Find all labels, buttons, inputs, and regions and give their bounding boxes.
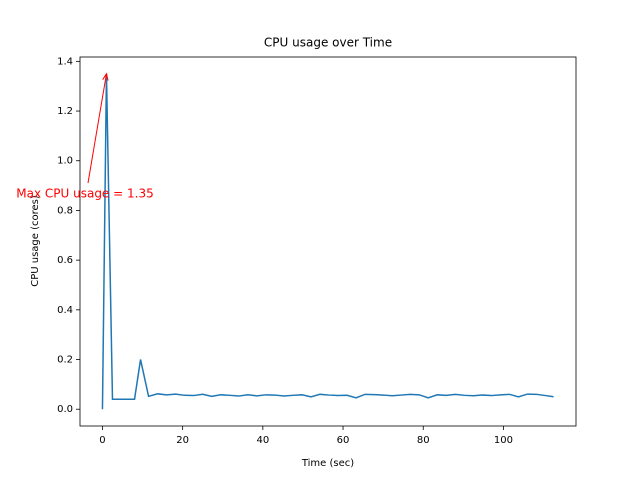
y-tick-label: 0.0 <box>57 404 73 415</box>
plot-frame <box>79 56 577 427</box>
y-tick-label: 0.8 <box>57 205 73 216</box>
x-axis-label: Time (sec) <box>301 458 354 469</box>
annotation-arrowhead <box>102 72 109 81</box>
x-tick-label: 0 <box>99 435 105 446</box>
y-tick-label: 0.6 <box>57 255 73 266</box>
y-tick-label: 1.4 <box>57 56 73 67</box>
y-axis-label: CPU usage (cores) <box>30 195 41 287</box>
x-tick-label: 20 <box>176 435 189 446</box>
x-tick-label: 40 <box>256 435 269 446</box>
y-tick-label: 0.4 <box>57 305 73 316</box>
y-tick-label: 0.2 <box>57 355 73 366</box>
annotation: Max CPU usage = 1.35 <box>16 187 153 201</box>
annotation-arrow <box>87 73 107 184</box>
x-tick-label: 100 <box>494 435 513 446</box>
x-tick-label: 60 <box>337 435 350 446</box>
y-tick-label: 1.0 <box>57 156 73 167</box>
line-series <box>101 73 554 410</box>
chart-title: CPU usage over Time <box>264 36 392 50</box>
x-tick-label: 80 <box>417 435 430 446</box>
y-tick-label: 1.2 <box>57 106 73 117</box>
